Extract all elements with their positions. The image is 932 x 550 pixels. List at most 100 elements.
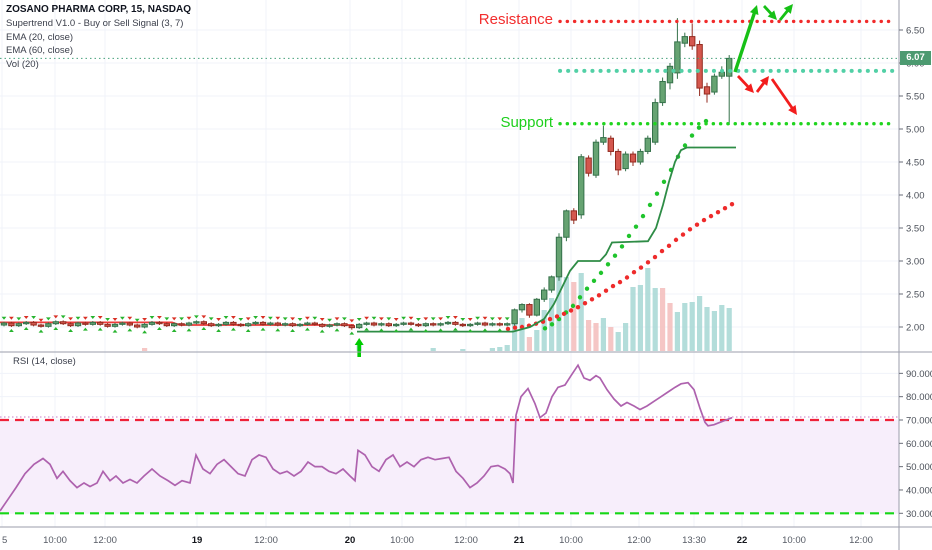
volume-bar [615,332,621,351]
red-dot [729,202,735,207]
time-label: 12:00 [849,535,873,546]
volume-bar [142,348,148,351]
green-dot [591,278,597,283]
red-dot [610,283,616,289]
signal-marker-above [112,318,118,322]
candle-body [274,322,282,326]
signal-marker-below [112,329,118,333]
signal-marker-above [127,316,133,320]
candle-body [666,65,674,84]
signal-marker-above [334,317,340,321]
signal-marker-above [53,315,59,319]
time-label: 10:00 [43,535,67,546]
candle-body [82,322,89,325]
candle-body [452,321,459,325]
candle-body [474,322,481,325]
signal-marker-below [364,327,369,331]
green-dot [542,326,548,331]
candle-body [60,321,67,325]
candle-body [8,322,15,327]
volume-bar [674,312,680,351]
ema-slow-dots [505,202,735,332]
signal-marker-above [142,318,147,322]
signal-marker-above [1,316,7,320]
signal-marker-below [319,329,325,333]
signal-marker-above [275,316,281,320]
signal-marker-below [216,329,221,332]
candle-body [156,321,163,325]
trend-arrow-head [749,5,759,15]
candle-body [111,323,119,327]
volume-bar [519,318,525,351]
volume-bar [704,307,710,351]
candle-body [52,321,59,325]
signal-marker-below [127,328,133,332]
red-dot [568,308,574,313]
signal-marker-above [201,315,207,319]
candle-body [104,323,111,327]
red-dot [659,248,665,254]
time-scale[interactable] [0,527,899,550]
signal-marker-below [38,329,44,333]
red-dot [505,326,511,332]
signal-marker-above [386,317,392,321]
candle-body [126,322,133,326]
time-label: 12:00 [93,535,117,546]
trend-arrow-head [760,76,769,86]
signal-marker-above [319,318,325,322]
signal-marker-below [393,329,399,332]
volume-bar [652,288,658,351]
supertrend-buy-line [357,146,736,333]
red-dot [638,265,644,270]
signal-marker-above [482,316,488,320]
resistance-label: Resistance [478,11,553,28]
signal-marker-above [490,317,495,321]
candle-body [585,157,592,174]
volume-bar [541,310,547,351]
candle-body [363,322,370,325]
red-dot [715,209,721,215]
candle-body [15,323,23,327]
green-dot [703,118,709,124]
red-dot [666,243,672,249]
signal-marker-above [290,317,295,321]
green-dot [647,202,653,208]
signal-marker-above [171,317,177,321]
candle-body [0,322,8,326]
candle-body [422,323,430,327]
candle-body [304,322,311,325]
volume-bar [726,308,732,351]
indicator-ema20-label: EMA (20, close) [6,31,74,43]
signal-marker-below [453,327,458,331]
candle-body [148,321,156,325]
signal-marker-above [364,316,369,320]
signal-marker-above [260,316,266,320]
signal-marker-below [97,327,103,331]
rsi-tick-label: 90.0000 [906,369,932,380]
candle-body [230,321,237,325]
signal-marker-below [467,329,473,332]
rsi-tick-label: 50.0000 [906,462,932,473]
red-dot [701,217,707,223]
signal-marker-below [438,328,443,332]
signal-marker-below [482,328,488,332]
trend-arrow-shaft [770,78,795,111]
green-dot [598,270,604,276]
signal-marker-below [83,327,88,331]
price-tick-label: 4.50 [906,158,925,169]
candle-body [459,323,467,327]
symbol-title: ZOSANO PHARMA CORP, 15, NASDAQ [6,4,192,15]
volume-bar [682,303,688,351]
candle-body [134,324,141,328]
red-dot [624,275,630,280]
green-dot [626,233,632,239]
signal-marker-below [408,327,414,331]
candle-body [348,325,356,329]
green-dot [605,262,611,267]
volume-bar [689,302,695,351]
candle-body [689,36,696,47]
green-dot [549,322,555,327]
price-scale[interactable] [899,0,932,527]
candle-body [141,323,148,328]
